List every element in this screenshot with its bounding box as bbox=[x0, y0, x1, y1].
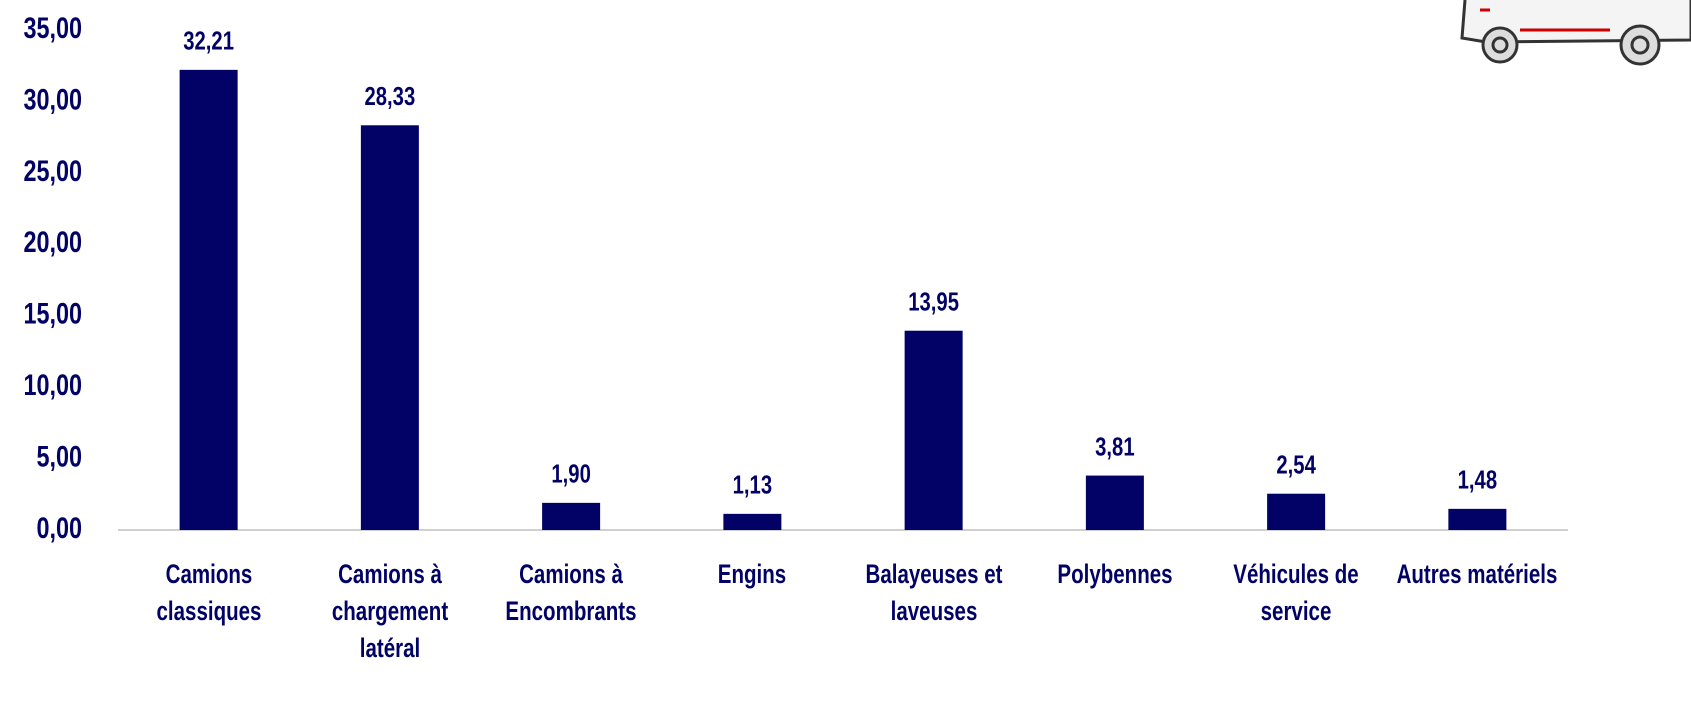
y-tick-label: 5,00 bbox=[36, 440, 82, 473]
bar bbox=[904, 330, 963, 530]
bar bbox=[360, 125, 419, 531]
y-tick-label: 10,00 bbox=[23, 368, 82, 401]
bar bbox=[179, 69, 238, 530]
x-tick-label: Camions à chargement latéral bbox=[331, 559, 449, 663]
y-tick-label: 25,00 bbox=[23, 154, 82, 187]
bar bbox=[723, 513, 782, 530]
value-label: 1,13 bbox=[733, 470, 772, 499]
x-tick-label: Autres matériels bbox=[1396, 559, 1558, 589]
y-tick-label: 0,00 bbox=[36, 511, 82, 544]
y-tick-label: 35,00 bbox=[23, 11, 82, 44]
value-label: 2,54 bbox=[1276, 450, 1315, 479]
y-tick-label: 30,00 bbox=[23, 83, 82, 116]
value-label: 1,90 bbox=[551, 459, 590, 488]
bar bbox=[542, 502, 601, 530]
value-label: 28,33 bbox=[365, 82, 416, 111]
y-tick-label: 20,00 bbox=[23, 225, 82, 258]
value-label: 1,48 bbox=[1458, 465, 1497, 494]
x-tick-label: Polybennes bbox=[1057, 559, 1173, 589]
truck-illustration bbox=[1460, 0, 1691, 66]
y-tick-label: 15,00 bbox=[23, 297, 82, 330]
bar bbox=[1085, 475, 1144, 530]
value-label: 32,21 bbox=[183, 26, 234, 55]
value-label: 13,95 bbox=[908, 287, 959, 316]
x-tick-label: Balayeuses et laveuses bbox=[865, 559, 1003, 626]
bar bbox=[1448, 508, 1507, 530]
x-tick-label: Véhicules de service bbox=[1233, 559, 1359, 626]
x-tick-label: Camions à Encombrants bbox=[505, 559, 637, 626]
x-tick-label: Camions classiques bbox=[156, 559, 262, 626]
value-label: 3,81 bbox=[1095, 432, 1134, 461]
x-tick-label: Engins bbox=[718, 559, 787, 589]
bar bbox=[1267, 493, 1326, 530]
